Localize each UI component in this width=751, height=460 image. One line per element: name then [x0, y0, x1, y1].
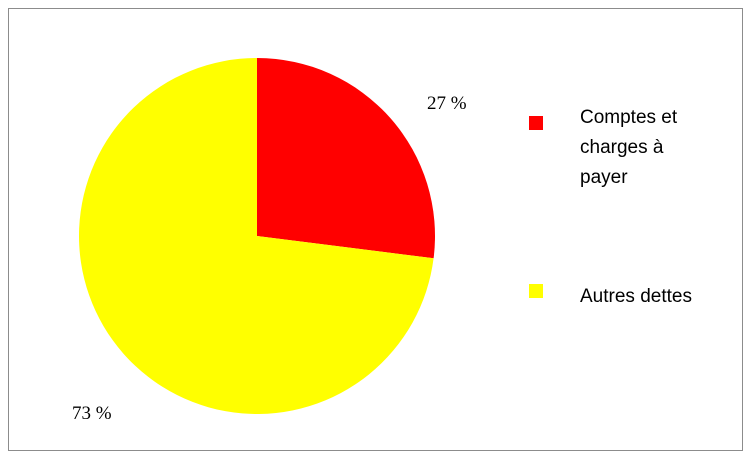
legend-swatch-autres — [529, 284, 543, 298]
pie-slices — [78, 58, 435, 415]
legend-label-comptes-line-2: charges à — [580, 137, 664, 158]
slice-label-autres: 73 % — [72, 403, 112, 424]
legend-label-autres-line-1: Autres dettes — [580, 286, 692, 307]
pie-slice-1 — [78, 58, 434, 415]
legend-label-autres: Autres dettes — [580, 282, 692, 312]
legend-label-comptes-line-1: Comptes et — [580, 107, 678, 128]
legend-swatch-comptes — [529, 116, 543, 130]
legend-label-comptes-line-3: payer — [580, 167, 628, 188]
slice-label-comptes: 27 % — [427, 93, 467, 114]
pie-slice-0 — [257, 58, 435, 259]
legend-label-comptes: Comptes et charges à payer — [580, 103, 677, 193]
